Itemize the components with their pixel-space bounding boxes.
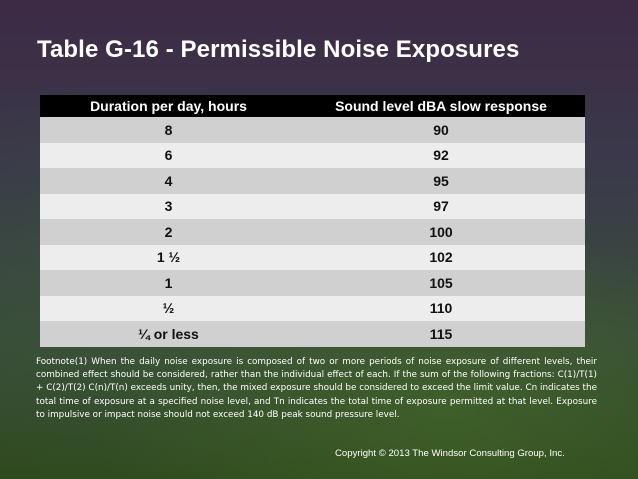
table-row: 1 105 [40,270,585,296]
column-header-sound-level: Sound level dBA slow response [297,95,585,117]
table-row: 2 100 [40,219,585,245]
duration-cell: ¼ or less [40,321,297,347]
table-row: 6 92 [40,142,585,168]
duration-cell: 3 [40,193,297,219]
page-title: Table G-16 - Permissible Noise Exposures [37,36,520,63]
table-row: 4 95 [40,168,585,194]
sound-level-cell: 100 [297,219,585,245]
table-row: ½ 110 [40,295,585,321]
footnote: Footnote(1) When the daily noise exposur… [36,357,597,420]
sound-level-cell: 102 [297,244,585,270]
sound-level-cell: 92 [297,142,585,168]
sound-level-cell: 105 [297,270,585,296]
table-row: 3 97 [40,193,585,219]
duration-cell: 6 [40,142,297,168]
duration-cell: 8 [40,117,297,143]
table-header-row: Duration per day, hours Sound level dBA … [40,95,585,117]
duration-cell: 1 ½ [40,244,297,270]
column-header-duration: Duration per day, hours [40,95,297,117]
sound-level-cell: 110 [297,295,585,321]
duration-cell: ½ [40,295,297,321]
duration-cell: 2 [40,219,297,245]
sound-level-cell: 115 [297,321,585,347]
table-row: ¼ or less 115 [40,321,585,347]
duration-cell: 4 [40,168,297,194]
noise-exposure-table: Duration per day, hours Sound level dBA … [40,95,585,347]
sound-level-cell: 97 [297,193,585,219]
copyright-notice: Copyright © 2013 The Windsor Consulting … [335,448,565,459]
sound-level-cell: 90 [297,117,585,143]
table-row: 8 90 [40,117,585,143]
table-row: 1 ½ 102 [40,244,585,270]
duration-cell: 1 [40,270,297,296]
sound-level-cell: 95 [297,168,585,194]
